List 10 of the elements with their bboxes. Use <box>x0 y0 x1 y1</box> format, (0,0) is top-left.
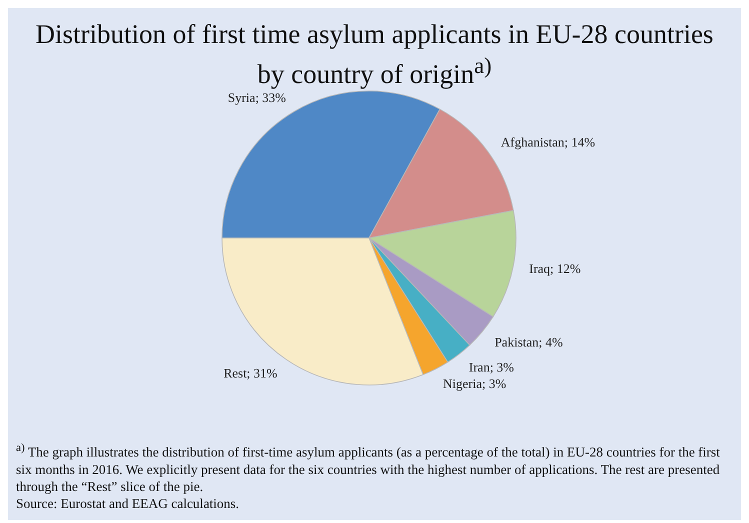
slice-label: Iraq; 12% <box>529 261 581 276</box>
slice-label: Rest; 31% <box>224 365 278 380</box>
chart-title: Distribution of first time asylum applicants in EU-28 countries by country of origin$^{a)}$ <box>34 18 714 90</box>
slice-label: Afghanistan; 14% <box>500 134 596 150</box>
source-note: Source: Eurostat and EEAG calculations. <box>16 494 240 512</box>
text: $^{a)}$ The graph illustrates the distribution of first-time asylum applicants (as a percentage of the total) in EU-28 countries for the first six months in 2016. We explicitly present data for the six countries with the highest number of applications. The rest are presented through the “Rest” slice of the pie. <box>16 441 721 494</box>
slice-label: Nigeria; 3% <box>443 376 506 391</box>
slice-label: Syria; 33% <box>228 90 286 106</box>
slice-label: Pakistan; 4% <box>494 334 564 350</box>
slice-label: Iran; 3% <box>468 359 514 374</box>
